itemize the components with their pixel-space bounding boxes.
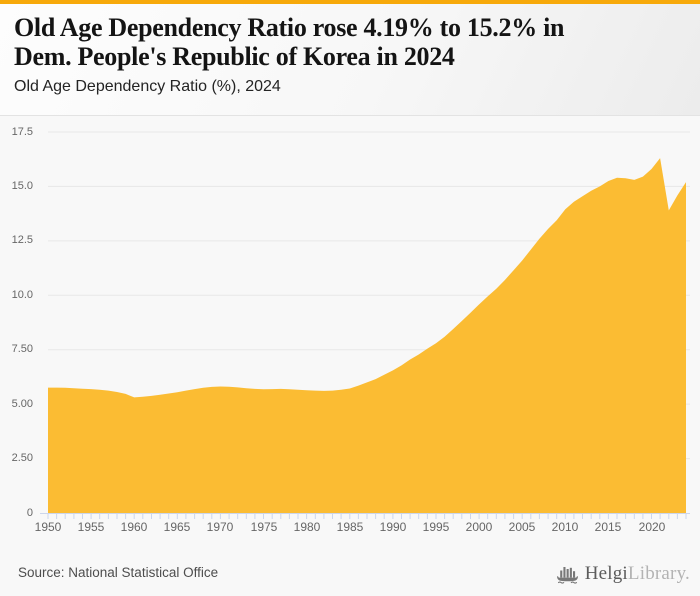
chart-subtitle: Old Age Dependency Ratio (%), 2024 (14, 78, 281, 96)
y-axis-label: 0 (26, 507, 33, 519)
page-title: Old Age Dependency Ratio rose 4.19% to 1… (14, 13, 686, 71)
page-title-line1: Old Age Dependency Ratio rose 4.19% to 1… (14, 13, 565, 42)
x-axis-label: 1960 (120, 520, 148, 534)
x-axis-label: 2015 (594, 520, 622, 534)
x-axis-label: 1985 (336, 520, 364, 534)
logo-word-library: Library. (627, 562, 690, 584)
x-axis-label: 2000 (465, 520, 493, 534)
area-chart: 17.5 15.0 12.5 10.0 7.50 5.00 2.50 0 1950 1955 196… (0, 116, 700, 556)
x-axis-label: 1975 (250, 520, 278, 534)
x-axis-label: 1970 (206, 520, 234, 534)
y-axis-label: 2.50 (11, 452, 33, 464)
y-axis-label: 10.0 (11, 289, 33, 301)
x-axis-label: 1980 (293, 520, 321, 534)
source-text: Source: National Statistical Office (18, 565, 219, 580)
x-axis-label: 1995 (422, 520, 450, 534)
x-axis-label: 2020 (638, 520, 666, 534)
x-axis-label: 1950 (34, 520, 62, 534)
logo-word-helgi: Helgi (584, 562, 628, 584)
x-axis-label: 2010 (551, 520, 579, 534)
y-axis-label: 15.0 (11, 180, 33, 192)
chart-canvas (40, 131, 690, 519)
viking-ship-bar-chart-icon (555, 561, 580, 586)
helgilibrary-logo[interactable]: HelgiLibrary. (555, 561, 690, 586)
accent-top-bar (0, 0, 700, 4)
x-axis-label: 2005 (508, 520, 536, 534)
logo-wordmark: HelgiLibrary. (585, 563, 690, 585)
y-axis-label: 5.00 (11, 398, 33, 410)
chart-footer: Source: National Statistical Office Helg… (0, 556, 700, 596)
y-axis-label: 7.50 (11, 343, 33, 355)
chart-header: Old Age Dependency Ratio rose 4.19% to 1… (0, 4, 700, 116)
x-axis-label: 1965 (163, 520, 191, 534)
x-axis-label: 1955 (77, 520, 105, 534)
y-axis-label: 17.5 (11, 126, 33, 138)
x-axis-label: 1990 (379, 520, 407, 534)
y-axis-label: 12.5 (11, 234, 33, 246)
page-title-line2: Dem. People's Republic of Korea in 2024 (14, 42, 455, 72)
area-series-path (48, 158, 686, 513)
